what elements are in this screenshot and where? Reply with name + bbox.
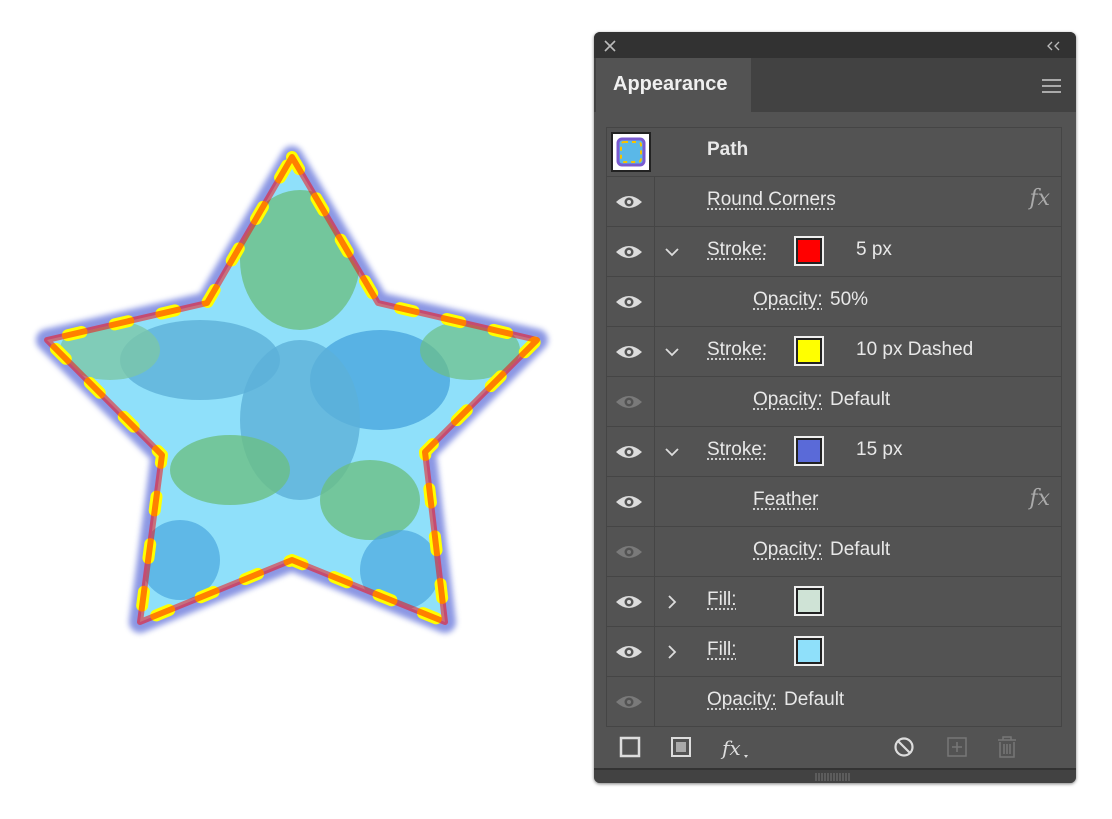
list-row: Opacity: Default — [606, 677, 1062, 726]
row-separator — [654, 327, 655, 376]
list-row: Stroke: 15 px — [606, 427, 1062, 477]
row-separator — [654, 527, 655, 576]
list-row: Round Corners fx — [606, 177, 1062, 227]
row-label[interactable]: Fill: — [707, 589, 737, 610]
row-value: Default — [784, 689, 845, 710]
grip[interactable] — [814, 773, 854, 781]
row-label[interactable]: Stroke: — [707, 339, 768, 360]
delete-button[interactable] — [998, 736, 1016, 758]
row-label[interactable]: Stroke: — [707, 239, 768, 260]
row-value: 15 px — [856, 439, 903, 460]
row-label[interactable]: Opacity: — [753, 289, 823, 310]
duplicate-button[interactable] — [947, 737, 967, 757]
row-label[interactable]: Stroke: — [707, 439, 768, 460]
panel-title: Appearance — [613, 73, 728, 95]
visibility-toggle[interactable] — [614, 342, 644, 362]
color-swatch[interactable] — [794, 236, 824, 266]
row-value: 5 px — [856, 239, 892, 260]
tab-bar: Appearance — [594, 58, 1076, 112]
expand-toggle[interactable] — [664, 344, 680, 360]
row-separator — [654, 677, 655, 726]
close-button[interactable] — [604, 40, 616, 52]
row-label: Path — [707, 139, 749, 160]
row-value: Default — [830, 539, 891, 560]
visibility-toggle[interactable] — [614, 642, 644, 662]
list-frame — [606, 127, 1062, 727]
path-thumbnail — [611, 132, 651, 172]
row-separator — [654, 577, 655, 626]
row-separator — [654, 627, 655, 676]
effect-button[interactable]: fx — [1029, 486, 1050, 511]
row-separator — [654, 227, 655, 276]
panel-menu[interactable] — [1042, 78, 1062, 94]
visibility-toggle[interactable] — [614, 192, 644, 212]
row-label[interactable]: Feather — [753, 489, 819, 510]
visibility-toggle[interactable] — [614, 592, 644, 612]
row-value: Default — [830, 389, 891, 410]
tab[interactable] — [596, 58, 751, 112]
row-label[interactable]: Opacity: — [707, 689, 777, 710]
red-stroke — [44, 154, 540, 625]
color-swatch[interactable] — [794, 586, 824, 616]
list-row: Feather fx — [606, 477, 1062, 527]
visibility-toggle[interactable] — [614, 392, 644, 412]
title-bar — [594, 32, 1076, 58]
resize-bar — [594, 768, 1076, 783]
row-value: 50% — [830, 289, 869, 310]
appearance-panel: Appearance Path Round Corners fx Stroke: 5 p… — [594, 32, 1076, 783]
dropdown-arrow — [744, 755, 748, 758]
row-value: 10 px Dashed — [856, 339, 974, 360]
visibility-toggle[interactable] — [614, 242, 644, 262]
add-effect-button[interactable]: fx — [720, 736, 741, 760]
expand-toggle[interactable] — [664, 244, 680, 260]
row-separator — [654, 427, 655, 476]
list-row: Fill: — [606, 627, 1062, 677]
add-fill-button[interactable] — [671, 737, 691, 757]
row-label[interactable]: Round Corners — [707, 189, 836, 210]
color-swatch[interactable] — [794, 336, 824, 366]
list-row: Fill: — [606, 577, 1062, 627]
list-row: Stroke: 5 px — [606, 227, 1062, 277]
effect-button[interactable]: fx — [1029, 186, 1050, 211]
collapse-button[interactable] — [1046, 40, 1062, 52]
appearance-list: Path Round Corners fx Stroke: 5 px Opacity: 50… — [594, 127, 1076, 728]
toolbar: fx — [619, 736, 1016, 760]
list-row: Path — [606, 127, 1062, 177]
visibility-toggle[interactable] — [614, 492, 644, 512]
row-separator — [654, 277, 655, 326]
row-label[interactable]: Fill: — [707, 639, 737, 660]
row-separator — [654, 477, 655, 526]
row-separator — [654, 377, 655, 426]
list-row: Stroke: 10 px Dashed — [606, 327, 1062, 377]
expand-toggle[interactable] — [664, 594, 680, 610]
row-label[interactable]: Opacity: — [753, 389, 823, 410]
clear-button[interactable] — [894, 737, 914, 757]
list-row: Opacity: Default — [606, 377, 1062, 427]
row-separator — [654, 177, 655, 226]
star-artwork — [36, 146, 548, 633]
visibility-toggle[interactable] — [614, 542, 644, 562]
add-stroke-button[interactable] — [619, 736, 641, 758]
visibility-toggle[interactable] — [614, 692, 644, 712]
visibility-toggle[interactable] — [614, 292, 644, 312]
list-row: Opacity: 50% — [606, 277, 1062, 327]
list-row: Opacity: Default — [606, 527, 1062, 577]
color-swatch[interactable] — [794, 436, 824, 466]
color-swatch[interactable] — [794, 636, 824, 666]
visibility-toggle[interactable] — [614, 442, 644, 462]
row-label[interactable]: Opacity: — [753, 539, 823, 560]
expand-toggle[interactable] — [664, 644, 680, 660]
expand-toggle[interactable] — [664, 444, 680, 460]
